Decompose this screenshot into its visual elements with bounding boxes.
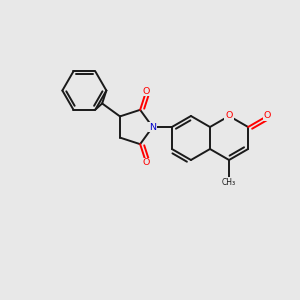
Text: O: O [263,112,271,121]
Text: CH₃: CH₃ [222,178,236,187]
Text: O: O [142,158,150,167]
Text: O: O [142,86,150,95]
Text: O: O [225,112,233,121]
Text: N: N [149,122,156,131]
